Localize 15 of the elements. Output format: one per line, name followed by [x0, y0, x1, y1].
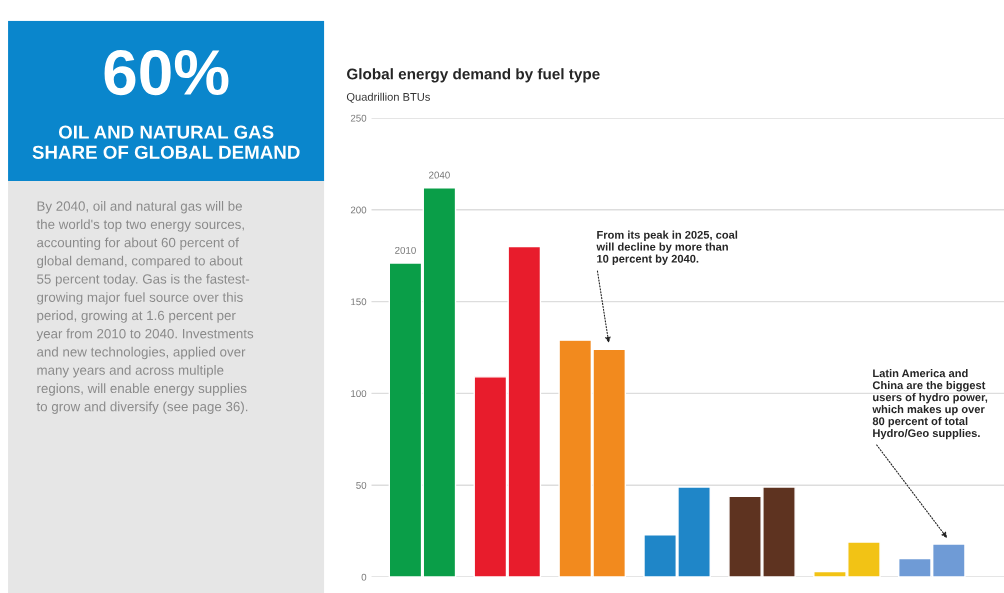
annotation: Latin America and China are the biggest users of hydro power, which makes up over 80 percent of total Hydro/Geo supplies.: [872, 369, 988, 440]
y-tick-label: 150: [351, 298, 367, 306]
text: 60%: [104, 49, 229, 96]
text: By 2040, oil and natural gas will be the world's top two energy sources, accounting for about 60 percent of global demand, compared to about 55 percent today. Gas is the fastest- growing major fuel source over this period, growing at 1.6 percent per year from 2010 to 2040. Investments and new technologies, applied over many years and across multiple regions, will enable energy supplies to grow and diversify (see page 36).: [36, 201, 254, 414]
series-label: 2010: [395, 246, 416, 254]
y-axis-title: Quadrillion BTUs: [346, 92, 430, 103]
y-tick-label: 200: [350, 206, 367, 214]
y-tick-label: 100: [351, 390, 367, 398]
series-label: 2040: [429, 171, 450, 179]
chart-title: Global energy demand by fuel type: [347, 68, 600, 83]
y-tick-label: 50: [356, 481, 367, 489]
y-tick-label: 0: [361, 573, 367, 581]
annotation: From its peak in 2025, coal will decline by more than 10 percent by 2040.: [596, 230, 738, 265]
y-tick-label: 250: [350, 114, 367, 122]
text: OIL AND NATURAL GAS SHARE OF GLOBAL DEMAND: [32, 125, 300, 159]
